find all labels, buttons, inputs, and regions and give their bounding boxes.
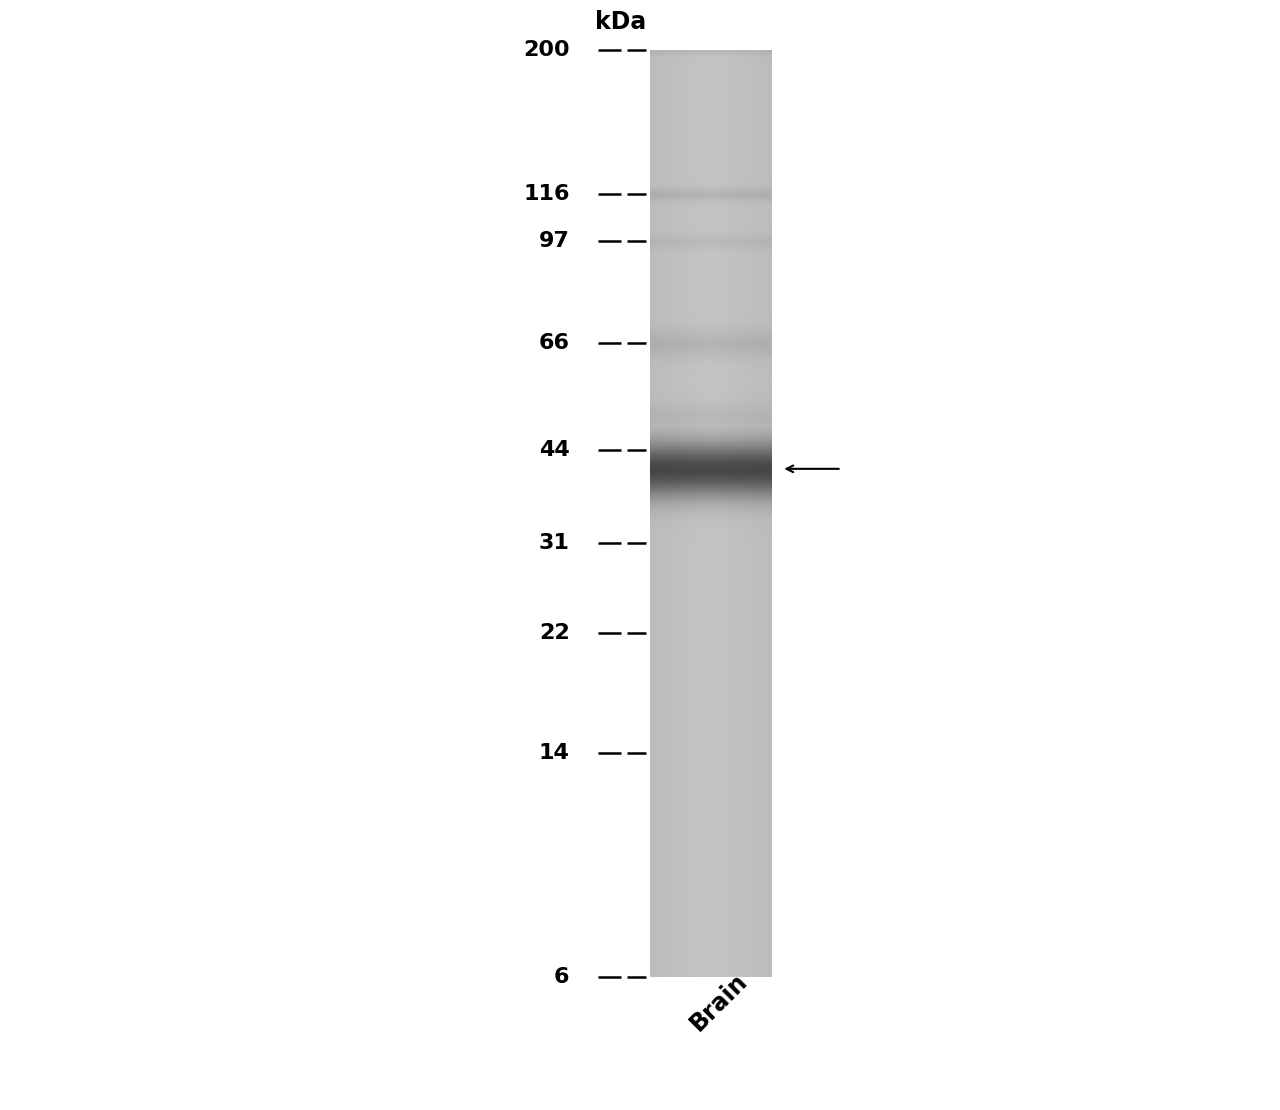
Text: Brain: Brain <box>686 969 753 1036</box>
Text: 6: 6 <box>554 967 570 987</box>
Text: 116: 116 <box>524 184 570 204</box>
Text: 66: 66 <box>539 333 570 353</box>
Text: kDa: kDa <box>595 10 646 34</box>
Text: 22: 22 <box>539 624 570 644</box>
Text: 44: 44 <box>539 441 570 461</box>
Text: 14: 14 <box>539 743 570 763</box>
Text: 97: 97 <box>539 231 570 251</box>
Text: 200: 200 <box>524 40 570 60</box>
Text: 31: 31 <box>539 533 570 553</box>
